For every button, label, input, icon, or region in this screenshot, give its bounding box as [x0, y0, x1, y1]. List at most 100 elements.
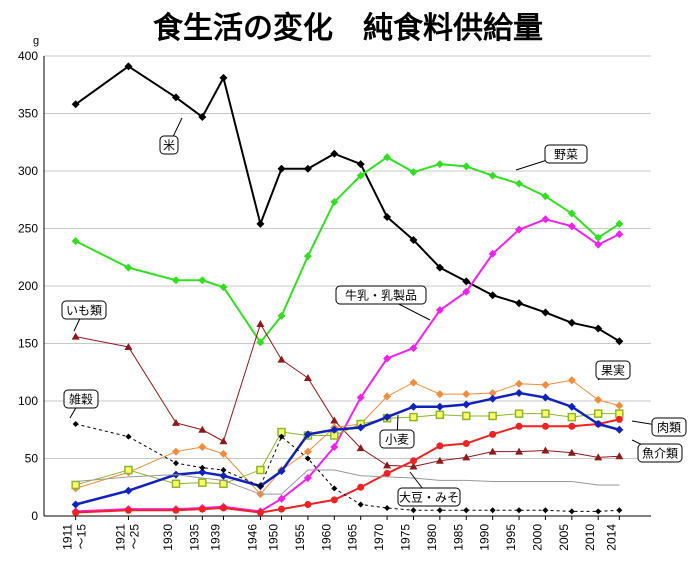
label-box: [159, 135, 179, 155]
data-point: [71, 500, 80, 509]
data-point: [488, 447, 497, 455]
x-tick-label: 1946: [245, 524, 259, 551]
data-point: [198, 478, 207, 487]
series-label: 果実: [595, 360, 631, 381]
data-point: [435, 306, 444, 315]
data-point: [171, 447, 180, 456]
svg-text:1939: 1939: [208, 524, 222, 551]
data-point: [384, 504, 391, 511]
series-path: [75, 323, 620, 468]
data-point: [462, 390, 471, 399]
data-point: [383, 461, 392, 469]
data-point: [124, 506, 132, 514]
label-text: 果実: [601, 363, 625, 378]
data-point: [256, 465, 265, 475]
data-point: [515, 388, 524, 397]
data-point: [594, 420, 603, 428]
data-point: [409, 344, 418, 353]
data-point: [330, 443, 339, 451]
x-tick-label: 2014: [604, 524, 618, 551]
data-point: [330, 198, 339, 207]
data-point: [409, 236, 418, 244]
x-axis-ticks: 1911 ～15 1921 ～25 1930 1935 1939 1946 1950 1955 19…: [61, 524, 619, 551]
data-point: [356, 393, 365, 402]
data-point: [489, 430, 497, 438]
x-tick-label: 1911 ～15: [61, 524, 89, 550]
data-point: [541, 215, 550, 224]
data-point: [303, 252, 312, 261]
data-point: [303, 430, 312, 439]
label-text: 野菜: [554, 148, 578, 162]
data-point: [277, 164, 286, 173]
y-tick-label: 100: [18, 394, 38, 408]
data-point: [595, 508, 602, 515]
chart-title: 食生活の変化 純食料供給量: [153, 11, 543, 46]
data-point: [383, 392, 392, 401]
data-point: [541, 422, 549, 430]
data-point: [542, 507, 549, 514]
series-label: 雑穀: [63, 389, 99, 419]
data-point: [615, 425, 624, 434]
data-point: [383, 213, 392, 221]
data-point: [541, 380, 550, 389]
label-text: いも類: [66, 304, 102, 318]
series-label: 肉類: [631, 417, 687, 437]
data-point: [409, 412, 418, 422]
data-point: [567, 402, 576, 411]
data-point: [436, 442, 444, 450]
data-point: [488, 249, 497, 258]
data-point: [198, 276, 207, 285]
data-point: [488, 291, 497, 300]
series-path: [75, 218, 620, 513]
series-label: いも類: [61, 300, 107, 332]
data-point: [594, 233, 603, 242]
data-point: [593, 409, 603, 418]
data-point: [124, 263, 133, 272]
y-tick-label: 250: [18, 222, 38, 236]
x-tick-label: 2000: [530, 524, 544, 551]
label-box: [379, 429, 415, 449]
data-point: [615, 219, 624, 228]
svg-text:～15: ～15: [75, 524, 89, 550]
data-point: [356, 444, 365, 452]
svg-text:1946: 1946: [245, 524, 259, 551]
series-line: [75, 469, 620, 495]
x-tick-label: 1970: [372, 524, 386, 551]
data-point: [409, 168, 418, 177]
data-point: [435, 263, 444, 272]
label-box: [637, 443, 683, 463]
data-point: [409, 378, 418, 387]
label-text: 米: [163, 139, 175, 153]
data-point: [257, 483, 264, 490]
svg-text:2014: 2014: [604, 524, 618, 551]
y-tick-label: 50: [25, 452, 39, 466]
data-point: [219, 471, 228, 480]
svg-text:1990: 1990: [478, 524, 492, 551]
data-point: [515, 379, 524, 388]
data-point: [278, 505, 286, 513]
data-point: [489, 507, 496, 514]
data-point: [71, 480, 80, 490]
series-path: [75, 379, 620, 495]
data-point: [409, 457, 417, 465]
x-tick-label: 1965: [346, 524, 360, 551]
data-point: [330, 416, 339, 424]
data-point: [171, 479, 181, 489]
series-path: [75, 469, 620, 495]
series-line: [71, 319, 624, 470]
label-text: 大豆・みそ: [399, 491, 459, 505]
data-point: [303, 374, 312, 381]
svg-text:1911: 1911: [61, 524, 75, 550]
data-point: [277, 311, 286, 320]
data-point: [488, 394, 497, 403]
data-point: [567, 376, 576, 385]
label-box: [335, 285, 427, 305]
series-path: [75, 156, 620, 344]
y-axis-ticks: 0 50 100 150 200 250 300 350 400: [18, 49, 38, 523]
data-point: [256, 338, 265, 347]
data-point: [488, 411, 497, 421]
data-point: [219, 504, 227, 512]
data-point: [409, 402, 418, 411]
data-point: [304, 501, 312, 508]
